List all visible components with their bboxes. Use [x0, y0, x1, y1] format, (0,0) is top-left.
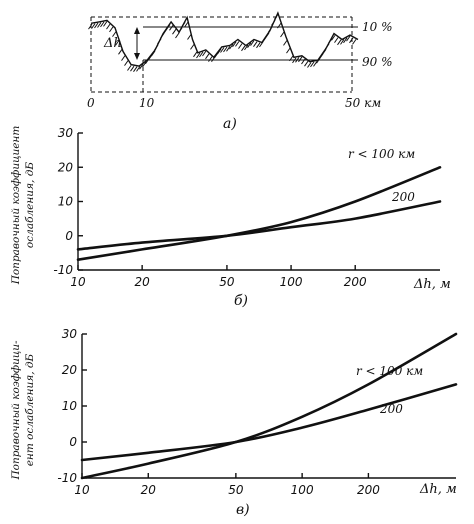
- y-tick-label: -10: [57, 471, 77, 485]
- x-axis-label: Δh, м: [419, 482, 457, 497]
- y-ticks: -10 0 10 20 30: [53, 126, 83, 277]
- terrain-diagram: Δh 10 % 90 % 0 10 50 км a): [87, 11, 393, 132]
- curves: [80, 332, 458, 480]
- series-label-200: 200: [391, 190, 415, 204]
- y-ticks: -10 0 10 20 30: [57, 327, 87, 485]
- terrain-hatching: [88, 14, 357, 72]
- series-line-0: [80, 332, 458, 480]
- x-tick-label: 200: [357, 483, 380, 497]
- delta-label: Δh: [103, 36, 122, 51]
- km-tick-0: 0: [87, 96, 95, 110]
- delta-arrow-head-top: [134, 27, 140, 34]
- y-axis-label-line-1: Поправочный коэффици-: [10, 340, 22, 481]
- y-tick-label: 0: [69, 435, 77, 449]
- x-tick-label: 50: [219, 275, 235, 289]
- delta-arrow-head-bottom: [134, 53, 140, 60]
- x-tick-label: 100: [280, 275, 303, 289]
- y-tick-label: 10: [62, 399, 78, 413]
- series-label-200: 200: [379, 402, 403, 416]
- km-tick-50: 50 км: [345, 96, 381, 110]
- x-tick-label: 200: [344, 275, 367, 289]
- x-tick-label: 10: [70, 275, 86, 289]
- terrain-profile: [90, 11, 359, 67]
- y-tick-label: 30: [62, 327, 78, 341]
- y-tick-label: 0: [65, 229, 73, 243]
- curves: [76, 166, 442, 261]
- series-label-r100: r < 100 км: [348, 147, 415, 161]
- series-line-0: [76, 166, 442, 261]
- x-tick-label: 20: [141, 483, 157, 497]
- percent-bottom-label: 90 %: [362, 55, 393, 69]
- y-tick-label: 20: [58, 160, 74, 174]
- x-tick-label: 20: [134, 275, 150, 289]
- x-ticks: 10 20 50 100 200: [74, 473, 380, 497]
- x-tick-label: 50: [228, 483, 244, 497]
- caption-b: б): [234, 293, 248, 309]
- correction-chart-b: -10 0 10 20 30 10 20 50 100 200 Поправочный коэф…: [10, 126, 451, 309]
- percent-top-label: 10 %: [362, 20, 393, 34]
- x-tick-label: 100: [291, 483, 314, 497]
- y-tick-label: -10: [53, 263, 73, 277]
- series-line-1: [80, 383, 458, 462]
- x-tick-label: 10: [74, 483, 90, 497]
- caption-v: в): [236, 502, 250, 518]
- y-tick-label: 10: [58, 195, 74, 209]
- correction-chart-v: -10 0 10 20 30 10 20 50 100 200 Поправочный коэф…: [10, 327, 458, 518]
- y-axis-label-line-2: ослабления, дБ: [24, 162, 36, 248]
- y-tick-label: 30: [58, 126, 74, 140]
- caption-a: a): [223, 116, 237, 132]
- y-axis-label-line-1: Поправочный коэффициент: [10, 126, 22, 286]
- x-ticks: 10 20 50 100 200: [70, 265, 367, 289]
- x-axis-label: Δh, м: [413, 277, 451, 292]
- series-label-r100: r < 100 км: [356, 364, 423, 378]
- y-axis-label-line-2: ент ослабления, дБ: [24, 353, 36, 466]
- km-tick-10: 10: [139, 96, 155, 110]
- series-line-1: [76, 200, 442, 251]
- y-tick-label: 20: [62, 363, 78, 377]
